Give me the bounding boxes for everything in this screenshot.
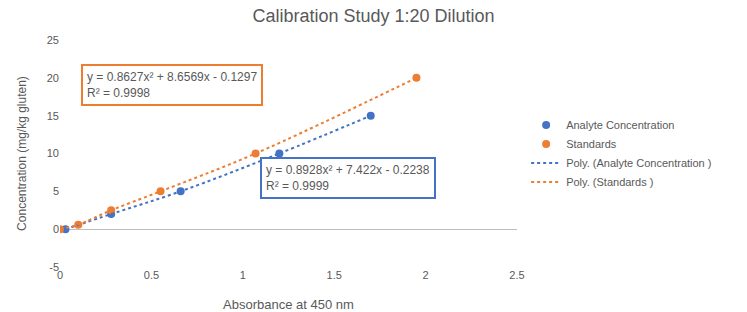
svg-text:Poly. (Standards ): Poly. (Standards ) [566,176,653,188]
svg-text:10: 10 [47,147,59,159]
svg-text:2: 2 [423,269,429,281]
svg-text:25: 25 [47,34,59,46]
svg-text:0: 0 [53,223,59,235]
svg-text:1.5: 1.5 [327,269,342,281]
svg-text:0: 0 [57,269,63,281]
svg-text:Analyte Concentration: Analyte Concentration [566,119,674,131]
svg-text:2.5: 2.5 [509,269,524,281]
svg-text:-5: -5 [49,261,59,273]
svg-text:Poly. (Analyte Concentration ): Poly. (Analyte Concentration ) [566,157,711,169]
svg-text:1: 1 [240,269,246,281]
svg-text:Calibration Study 1:20 Dilutio: Calibration Study 1:20 Dilution [252,6,494,26]
svg-text:0.5: 0.5 [144,269,159,281]
svg-text:Absorbance at 450 nm: Absorbance at 450 nm [223,297,354,312]
svg-text:Concentration (mg/kg gluten): Concentration (mg/kg gluten) [15,76,29,231]
svg-text:15: 15 [47,110,59,122]
svg-text:y = 0.8928x² + 7.422x - 0.2238: y = 0.8928x² + 7.422x - 0.2238R² = 0.999… [266,163,430,193]
svg-text:y = 0.8627x² + 8.6569x - 0.129: y = 0.8627x² + 8.6569x - 0.1297R² = 0.99… [87,70,257,100]
svg-text:20: 20 [47,72,59,84]
svg-text:Standards: Standards [566,138,617,150]
svg-text:5: 5 [53,185,59,197]
